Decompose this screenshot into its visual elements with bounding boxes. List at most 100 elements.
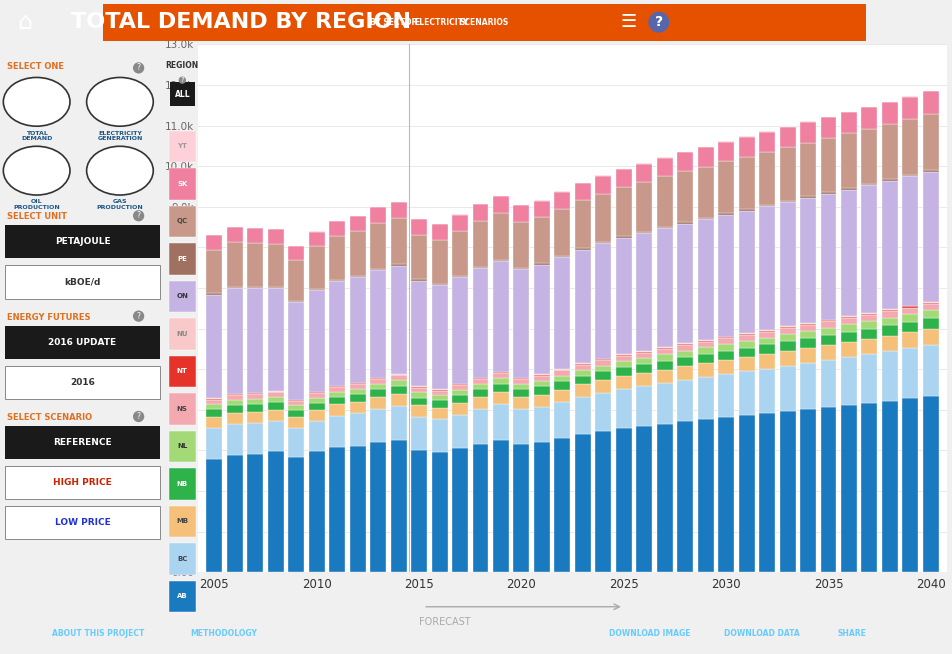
Bar <box>636 358 652 364</box>
Bar <box>677 344 693 345</box>
FancyBboxPatch shape <box>169 356 195 387</box>
Bar <box>575 183 591 200</box>
Bar <box>513 222 529 267</box>
Bar <box>288 410 305 417</box>
Bar <box>288 428 305 456</box>
Bar <box>554 390 570 402</box>
Bar <box>677 357 693 366</box>
Bar <box>780 334 796 341</box>
Bar <box>862 184 878 185</box>
Bar <box>411 387 427 388</box>
Text: NL: NL <box>177 443 188 449</box>
Bar <box>248 399 264 404</box>
Bar <box>431 396 447 400</box>
Bar <box>575 364 591 365</box>
Bar <box>595 243 611 359</box>
Bar <box>308 247 325 289</box>
Bar <box>554 257 570 369</box>
Text: SELECT ONE: SELECT ONE <box>7 61 64 71</box>
Bar <box>739 333 755 334</box>
Bar <box>431 240 447 284</box>
Bar <box>370 389 387 397</box>
Bar <box>616 238 632 354</box>
Bar <box>862 339 878 354</box>
Bar <box>902 307 919 314</box>
Bar <box>308 451 325 572</box>
Bar <box>534 217 550 264</box>
Bar <box>800 198 816 323</box>
Bar <box>862 321 878 328</box>
Bar <box>452 395 468 403</box>
Bar <box>431 284 447 285</box>
FancyBboxPatch shape <box>169 468 195 500</box>
Bar <box>922 304 939 311</box>
Bar <box>554 256 570 257</box>
Bar <box>554 209 570 256</box>
Bar <box>616 355 632 356</box>
FancyBboxPatch shape <box>5 366 160 399</box>
Bar <box>616 389 632 428</box>
Bar <box>349 402 366 413</box>
Bar <box>329 404 346 416</box>
Bar <box>329 397 346 404</box>
Bar <box>759 332 775 337</box>
Bar <box>922 114 939 170</box>
Text: SCENARIOS: SCENARIOS <box>460 18 509 27</box>
Bar <box>922 318 939 329</box>
Text: REGION: REGION <box>166 61 199 69</box>
Bar <box>248 243 264 287</box>
Bar <box>431 453 447 572</box>
Bar <box>248 423 264 454</box>
Text: REFERENCE: REFERENCE <box>53 438 111 447</box>
Bar <box>780 202 796 326</box>
Bar <box>554 370 570 375</box>
Bar <box>595 194 611 242</box>
Bar <box>370 207 387 223</box>
Bar <box>841 317 857 318</box>
FancyBboxPatch shape <box>169 581 195 612</box>
Bar <box>657 227 673 228</box>
Bar <box>595 359 611 360</box>
Bar <box>821 322 837 328</box>
Bar <box>780 201 796 202</box>
Bar <box>821 194 837 320</box>
Bar <box>452 277 468 384</box>
Bar <box>472 444 488 572</box>
Bar <box>308 410 325 421</box>
Bar <box>349 394 366 402</box>
Bar <box>349 276 366 277</box>
Text: ELECTRICITY
GENERATION: ELECTRICITY GENERATION <box>97 131 143 141</box>
Bar <box>390 394 407 406</box>
FancyBboxPatch shape <box>103 3 685 41</box>
Text: MB: MB <box>176 519 188 525</box>
Bar <box>636 373 652 387</box>
Text: SELECT UNIT: SELECT UNIT <box>7 213 67 222</box>
Bar <box>902 322 919 332</box>
Bar <box>616 362 632 368</box>
Bar <box>513 384 529 389</box>
Bar <box>308 393 325 398</box>
Bar <box>227 243 243 286</box>
Text: ENERGY FUTURES: ENERGY FUTURES <box>7 313 90 322</box>
Bar <box>800 196 816 198</box>
Bar <box>882 351 898 401</box>
Bar <box>922 170 939 172</box>
Bar <box>922 303 939 304</box>
Bar <box>616 187 632 236</box>
Bar <box>554 192 570 209</box>
Bar <box>882 124 898 179</box>
Bar <box>841 357 857 405</box>
Bar <box>472 379 488 384</box>
Text: SHARE: SHARE <box>838 629 866 638</box>
Bar <box>411 281 427 387</box>
Bar <box>902 348 919 398</box>
Bar <box>718 360 734 374</box>
Bar <box>780 351 796 366</box>
Bar <box>882 102 898 124</box>
Text: ?: ? <box>137 312 141 320</box>
Bar <box>780 328 796 334</box>
Bar <box>513 378 529 379</box>
Bar <box>677 222 693 224</box>
FancyBboxPatch shape <box>103 3 866 41</box>
Bar <box>288 401 305 405</box>
